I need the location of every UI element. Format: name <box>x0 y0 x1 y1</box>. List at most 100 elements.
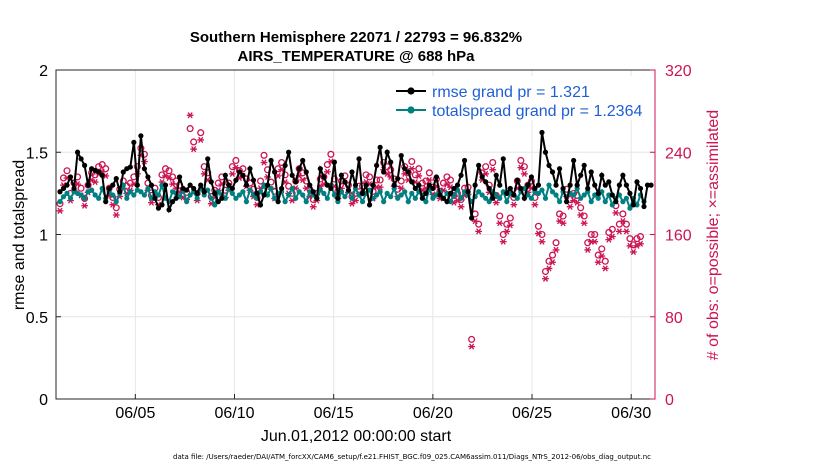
obs-assimilated-stroke <box>92 178 98 186</box>
obs-assimilated-stroke <box>556 218 563 225</box>
rmse-point <box>535 182 542 188</box>
obs-assimilated-stroke <box>398 185 404 192</box>
rmse-point <box>542 149 549 155</box>
obs-assimilated-stroke <box>131 181 137 188</box>
rmse-point <box>391 182 397 188</box>
totalspread-point <box>113 199 119 205</box>
obs-assimilated-stroke <box>219 181 225 188</box>
totalspread-point <box>145 185 151 192</box>
totalspread-point <box>458 195 464 201</box>
rmse-point <box>162 182 169 188</box>
rmse-point <box>134 182 140 188</box>
rmse-point <box>497 182 503 188</box>
obs-assimilated-stroke <box>574 199 580 206</box>
rmse-point <box>191 185 197 192</box>
totalspread-point <box>486 199 492 205</box>
y-tick-label-right: 160 <box>665 228 692 245</box>
rmse-point <box>328 185 334 192</box>
obs-assimilated-point <box>186 112 194 119</box>
obs-assimilated-point <box>517 164 525 171</box>
rmse-point <box>648 182 654 188</box>
obs-possible-point <box>112 204 120 212</box>
rmse-point <box>247 166 253 172</box>
rmse-point <box>430 185 436 192</box>
totalspread-point <box>528 195 535 201</box>
obs-assimilated-stroke <box>616 228 622 235</box>
rmse-point <box>205 156 211 162</box>
rmse-point <box>549 169 556 175</box>
totalspread-point <box>110 192 116 198</box>
obs-assimilated-point <box>566 203 574 210</box>
obs-assimilated-point <box>520 170 528 177</box>
rmse-point <box>279 185 285 192</box>
totalspread-point <box>155 192 162 198</box>
obs-assimilated-point <box>309 203 317 210</box>
x-tick-label: 06/25 <box>512 405 552 422</box>
totalspread-point <box>535 190 542 196</box>
obs-possible-point <box>81 194 89 203</box>
obs-assimilated-stroke <box>82 202 88 209</box>
obs-assimilated-stroke <box>585 246 591 254</box>
totalspread-point <box>556 199 563 205</box>
obs-assimilated-point <box>598 252 606 260</box>
rmse-point <box>493 172 499 178</box>
rmse-point <box>518 185 524 192</box>
rmse-point <box>106 185 112 192</box>
rmse-point <box>85 182 91 188</box>
obs-assimilated-point <box>506 222 514 229</box>
rmse-point <box>138 133 144 139</box>
totalspread-point <box>430 195 436 201</box>
obs-possible-point <box>446 176 455 184</box>
totalspread-point <box>504 199 510 205</box>
obs-possible-point <box>608 225 616 233</box>
obs-assimilated-stroke <box>103 172 109 180</box>
legend: rmse grand pr = 1.321 totalspread grand … <box>383 76 653 120</box>
obs-assimilated-point <box>591 238 599 245</box>
obs-possible-point <box>545 257 553 265</box>
rmse-point <box>349 169 355 175</box>
obs-assimilated-point <box>626 242 634 249</box>
obs-assimilated-stroke <box>233 164 239 171</box>
totalspread-point <box>78 192 84 198</box>
obs-assimilated-stroke <box>229 170 235 177</box>
totalspread-point <box>212 202 218 208</box>
obs-assimilated-stroke <box>113 211 119 219</box>
obs-possible-point <box>503 220 511 228</box>
rmse-point <box>627 190 633 196</box>
rmse-point <box>219 195 225 201</box>
totalspread-point <box>366 187 373 193</box>
obs-assimilated-stroke <box>592 238 598 245</box>
obs-assimilated-point <box>81 202 88 209</box>
obs-possible-point <box>439 179 448 187</box>
totalspread-point <box>233 195 239 201</box>
rmse-point <box>141 166 148 172</box>
totalspread-point <box>240 189 246 195</box>
rmse-point <box>117 189 123 195</box>
totalspread-point <box>412 195 418 201</box>
obs-possible-point <box>633 235 641 243</box>
obs-assimilated-stroke <box>528 185 534 192</box>
x-tick-label: 06/05 <box>115 405 155 422</box>
totalspread-point <box>388 194 394 200</box>
obs-assimilated-point <box>492 199 500 206</box>
rmse-point <box>300 157 306 164</box>
totalspread-point <box>553 192 559 198</box>
obs-assimilated-stroke <box>254 201 260 208</box>
totalspread-point <box>595 195 601 201</box>
obs-assimilated-point <box>457 203 465 210</box>
obs-assimilated-point <box>552 246 560 254</box>
totalspread-point <box>514 195 520 201</box>
rmse-point <box>609 192 615 198</box>
totalspread-point <box>398 192 404 198</box>
rmse-point <box>335 195 341 201</box>
obs-assimilated-stroke <box>458 203 464 210</box>
rmse-point <box>454 182 461 188</box>
totalspread-point <box>331 192 337 198</box>
rmse-point <box>588 169 594 175</box>
obs-assimilated-point <box>348 200 356 207</box>
obs-assimilated-stroke <box>324 168 330 175</box>
rmse-point <box>99 172 105 178</box>
rmse-point <box>416 182 422 188</box>
obs-possible-point <box>552 239 560 247</box>
totalspread-point <box>377 189 383 195</box>
